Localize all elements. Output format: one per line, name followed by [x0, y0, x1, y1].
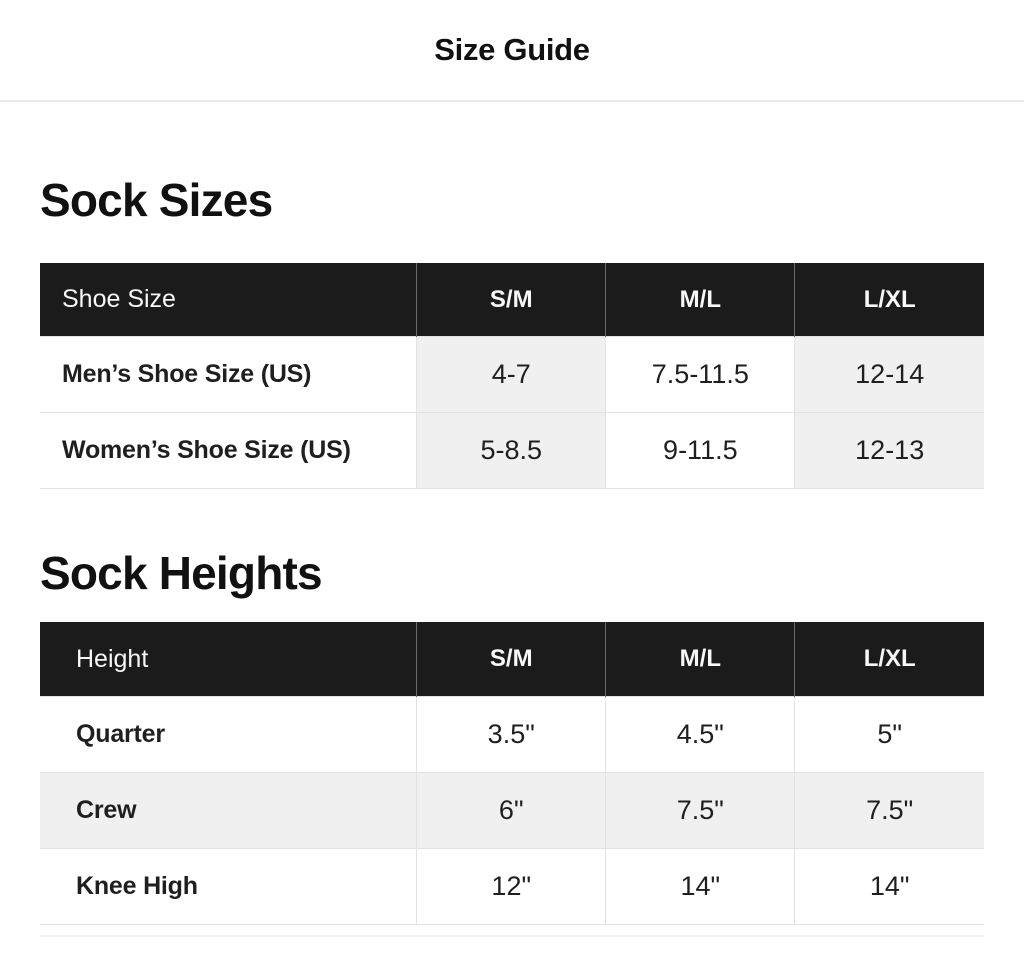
sock-sizes-heading: Sock Sizes: [40, 174, 273, 226]
column-header-sm: S/M: [416, 622, 607, 697]
cell-value: 5-8.5: [416, 412, 607, 490]
table-row-quarter: Quarter 3.5" 4.5" 5": [40, 695, 984, 773]
cell-value: 7.5": [605, 771, 796, 849]
cell-value: 12": [416, 847, 607, 925]
cell-value: 12-14: [794, 336, 984, 414]
column-header-ml: M/L: [605, 622, 796, 697]
bottom-divider: [40, 934, 984, 937]
cell-value: 7.5-11.5: [605, 336, 796, 414]
sock-heights-header-row: Height S/M M/L L/XL: [40, 622, 984, 697]
sock-sizes-table: Shoe Size S/M M/L L/XL Men’s Shoe Size (…: [40, 262, 984, 490]
table-row-mens: Men’s Shoe Size (US) 4-7 7.5-11.5 12-14: [40, 336, 984, 414]
cell-value: 14": [794, 847, 984, 925]
cell-value: 6": [416, 771, 607, 849]
table-row-crew: Crew 6" 7.5" 7.5": [40, 771, 984, 849]
column-header-lxl: L/XL: [794, 622, 984, 697]
size-guide-content: Sock Sizes Shoe Size S/M M/L L/XL Men’s …: [0, 174, 1024, 937]
sock-heights-heading: Sock Heights: [40, 547, 323, 600]
row-label: Knee High: [40, 847, 418, 925]
cell-value: 4-7: [416, 336, 607, 414]
sock-heights-table: Height S/M M/L L/XL Quarter 3.5" 4.5" 5"…: [40, 622, 984, 925]
page-title: Size Guide: [434, 32, 590, 67]
title-bar: Size Guide: [0, 0, 1024, 102]
column-header-lxl: L/XL: [794, 262, 984, 337]
table-row-knee-high: Knee High 12" 14" 14": [40, 847, 984, 925]
cell-value: 7.5": [794, 771, 984, 849]
sock-sizes-header-row: Shoe Size S/M M/L L/XL: [40, 262, 984, 337]
cell-value: 5": [794, 695, 984, 773]
column-header-sm: S/M: [416, 262, 607, 337]
column-header-shoe-size: Shoe Size: [40, 262, 418, 337]
table-row-womens: Women’s Shoe Size (US) 5-8.5 9-11.5 12-1…: [40, 412, 984, 490]
cell-value: 12-13: [794, 412, 984, 490]
column-header-height: Height: [40, 622, 418, 697]
row-label: Quarter: [40, 695, 418, 773]
row-label: Women’s Shoe Size (US): [40, 412, 418, 490]
row-label: Men’s Shoe Size (US): [40, 336, 418, 414]
cell-value: 14": [605, 847, 796, 925]
cell-value: 9-11.5: [605, 412, 796, 490]
cell-value: 3.5": [416, 695, 607, 773]
row-label: Crew: [40, 771, 418, 849]
cell-value: 4.5": [605, 695, 796, 773]
column-header-ml: M/L: [605, 262, 796, 337]
